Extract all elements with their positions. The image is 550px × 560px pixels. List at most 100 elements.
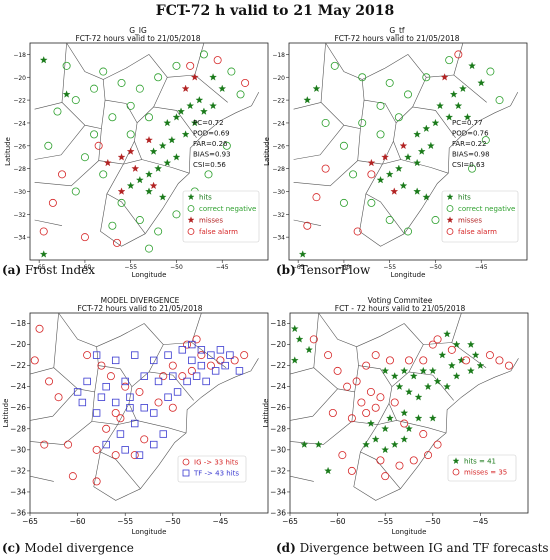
data-point <box>135 216 144 225</box>
y-tick-label: −18 <box>270 319 286 328</box>
data-point <box>230 356 239 365</box>
y-tick-label: −20 <box>270 340 286 349</box>
y-tick-label: −36 <box>270 509 286 518</box>
data-point <box>154 73 163 82</box>
data-point <box>192 372 201 380</box>
data-point <box>136 176 144 184</box>
data-point <box>83 351 92 360</box>
data-point <box>400 435 409 443</box>
data-point <box>116 430 125 438</box>
data-point <box>197 351 206 360</box>
data-point <box>211 367 220 375</box>
data-point <box>83 377 91 386</box>
data-point <box>192 335 201 344</box>
data-point <box>207 351 215 359</box>
data-point <box>295 335 304 343</box>
x-tick-label: −60 <box>338 264 351 271</box>
border-line-3 <box>359 193 405 247</box>
border-line-2 <box>351 391 390 425</box>
data-point <box>204 170 213 179</box>
data-point <box>436 101 444 110</box>
data-point <box>454 50 463 59</box>
panel-title: Voting Commitee <box>368 296 433 305</box>
panel-title: MODEL DIVERGENCE <box>101 296 180 305</box>
series-misses <box>367 73 449 195</box>
data-point <box>312 193 321 202</box>
data-point <box>90 84 99 93</box>
data-point <box>428 414 437 422</box>
x-axis-label: Longitude <box>132 271 167 279</box>
data-point <box>92 445 101 454</box>
data-point <box>117 198 126 207</box>
legend-marker <box>446 228 454 235</box>
legend-label: TF -> 43 hits <box>193 470 239 478</box>
data-point <box>126 147 135 155</box>
data-point <box>324 351 333 360</box>
border-line-13 <box>289 421 353 445</box>
data-point <box>353 227 362 236</box>
x-tick-label: −65 <box>282 517 298 526</box>
data-point <box>404 356 413 365</box>
data-point <box>376 101 385 110</box>
border-line-9 <box>96 323 145 347</box>
data-point <box>347 466 356 475</box>
data-point <box>381 153 389 161</box>
data-point <box>381 472 390 481</box>
y-tick-label: −34 <box>10 487 26 496</box>
data-point <box>168 403 177 412</box>
data-point <box>362 408 371 417</box>
data-point <box>92 351 101 359</box>
data-point <box>78 398 87 407</box>
data-point <box>90 130 99 139</box>
border-line-0 <box>325 42 405 234</box>
data-point <box>150 409 158 417</box>
data-point <box>390 398 399 407</box>
data-point <box>130 451 139 460</box>
y-tick-label: −24 <box>272 120 285 127</box>
x-tick-label: −55 <box>383 264 396 271</box>
border-line-14 <box>29 475 54 482</box>
y-tick-label: −34 <box>272 235 285 242</box>
y-tick-label: −32 <box>270 466 286 475</box>
border-line-7 <box>412 74 487 108</box>
data-point <box>438 351 447 359</box>
data-point <box>290 324 299 333</box>
data-point <box>126 130 135 139</box>
data-point <box>419 430 428 439</box>
data-point <box>462 356 471 365</box>
data-point <box>99 67 108 76</box>
legend-box <box>441 190 519 243</box>
data-point <box>199 50 208 59</box>
border-line-8 <box>148 54 168 78</box>
data-point <box>300 440 309 448</box>
data-point <box>159 372 168 381</box>
data-point <box>339 198 348 207</box>
border-line-5 <box>396 420 447 434</box>
stat-label: FAR=0.22 <box>452 140 487 148</box>
legend-marker <box>187 216 195 223</box>
border-line-11 <box>293 102 322 110</box>
data-point <box>92 409 101 417</box>
border-line-9 <box>362 54 409 80</box>
border-line-13 <box>34 160 99 187</box>
data-point <box>135 387 144 396</box>
y-tick-label: −20 <box>10 340 26 349</box>
y-tick-label: −18 <box>13 52 26 59</box>
legend-marker <box>446 205 454 212</box>
data-point <box>94 141 103 150</box>
data-point <box>449 90 458 98</box>
data-point <box>385 78 394 87</box>
data-point <box>71 96 80 105</box>
data-point <box>495 356 504 365</box>
data-point <box>200 107 208 115</box>
legend-marker <box>446 216 454 223</box>
caption-a: (a) Frost Index <box>2 263 95 277</box>
figure-title: FCT-72 h valid to 21 May 2018 <box>156 3 395 19</box>
data-point <box>186 101 195 110</box>
panel-subtitle: FCT - 72 hours valid to 21/05/2018 <box>335 304 466 313</box>
data-point <box>172 113 181 121</box>
data-point <box>103 158 112 167</box>
border-line-14 <box>289 475 314 482</box>
data-point <box>422 73 431 82</box>
